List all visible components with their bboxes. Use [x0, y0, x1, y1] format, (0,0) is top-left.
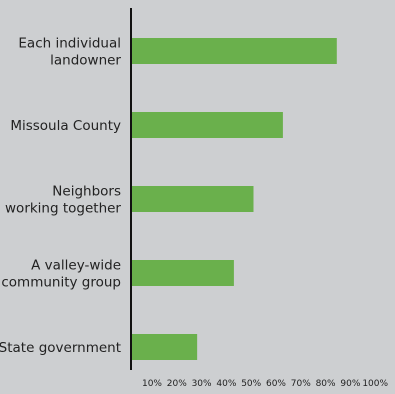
category-label: A valley-wide — [31, 258, 121, 274]
x-tick-label: 50% — [241, 379, 261, 389]
category-label: State government — [0, 340, 121, 356]
bar — [131, 334, 198, 360]
category-label: Neighbors — [52, 184, 121, 200]
x-tick-label: 80% — [316, 379, 336, 389]
x-tick-label: 60% — [266, 379, 286, 389]
bar — [131, 38, 337, 64]
category-label: Missoula County — [10, 118, 121, 134]
x-tick-label: 100% — [362, 379, 388, 389]
category-label: community group — [1, 275, 121, 291]
category-label: landowner — [50, 53, 121, 69]
x-tick-label: 40% — [216, 379, 236, 389]
bar — [131, 260, 234, 286]
bar — [131, 112, 283, 138]
bar — [131, 186, 254, 212]
x-tick-label: 10% — [142, 379, 162, 389]
category-label: Each individual — [18, 36, 121, 52]
x-tick-label: 20% — [167, 379, 187, 389]
x-tick-label: 90% — [340, 379, 360, 389]
x-tick-label: 30% — [192, 379, 212, 389]
x-tick-label: 70% — [291, 379, 311, 389]
category-label: working together — [5, 201, 121, 217]
